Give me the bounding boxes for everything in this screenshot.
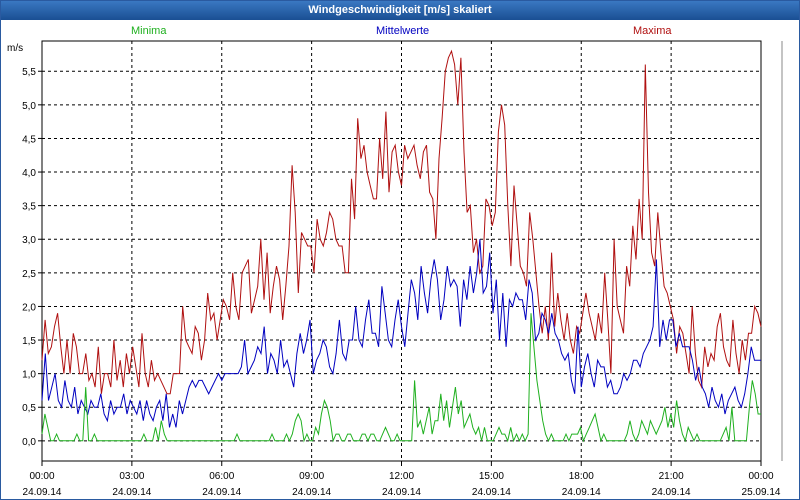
- y-tick-label: 3,0: [22, 235, 36, 246]
- window-title: Windgeschwindigkeit [m/s] skaliert: [1, 1, 799, 20]
- y-axis-unit: m/s: [7, 43, 23, 54]
- y-tick-label: 4,5: [22, 134, 36, 145]
- series-mittelwerte-line: [41, 239, 761, 428]
- grid-lines: [42, 41, 761, 461]
- x-tick-time: 12:00: [389, 471, 414, 482]
- x-tick-labels: 00:00 24.09.14 03:00 24.09.14 06:00 24.09.14 0…: [23, 461, 781, 498]
- data-series: [41, 49, 762, 443]
- x-tick-time: 09:00: [299, 471, 324, 482]
- series-maxima-line: [41, 49, 762, 395]
- x-tick-date: 24.09.14: [472, 487, 511, 498]
- series-minima-line: [41, 313, 761, 443]
- y-tick-label: 1,0: [22, 370, 36, 381]
- x-tick-date: 24.09.14: [202, 487, 241, 498]
- y-tick-label: 5,5: [22, 67, 36, 78]
- y-tick-label: 2,0: [22, 302, 36, 313]
- legend-mittelwerte: Mittelwerte: [376, 25, 430, 37]
- y-tick-label: 1,5: [22, 336, 36, 347]
- x-tick-time: 00:00: [29, 471, 54, 482]
- x-tick-time: 21:00: [659, 471, 684, 482]
- x-tick-date: 24.09.14: [652, 487, 691, 498]
- y-tick-label: 4,0: [22, 168, 36, 179]
- y-tick-label: 3,5: [22, 202, 36, 213]
- x-tick-date: 25.09.14: [742, 487, 781, 498]
- y-tick-label: 2,5: [22, 269, 36, 280]
- x-tick-date: 24.09.14: [112, 487, 151, 498]
- x-tick-time: 00:00: [748, 471, 773, 482]
- legend-minima: Minima: [131, 25, 167, 37]
- x-tick-date: 24.09.14: [292, 487, 331, 498]
- y-tick-label: 0,0: [22, 437, 36, 448]
- x-tick-date: 24.09.14: [23, 487, 62, 498]
- x-tick-time: 18:00: [569, 471, 594, 482]
- y-tick-label: 5,0: [22, 101, 36, 112]
- x-tick-time: 06:00: [209, 471, 234, 482]
- x-tick-date: 24.09.14: [382, 487, 421, 498]
- y-tick-labels: 0,0 0,5 1,0 1,5 2,0 2,5 3,0 3,5 4,0 4,5 5,0 5,5: [22, 67, 42, 448]
- x-tick-time: 03:00: [119, 471, 144, 482]
- y-tick-label: 0,5: [22, 403, 36, 414]
- x-tick-time: 15:00: [479, 471, 504, 482]
- legend-maxima: Maxima: [633, 25, 672, 37]
- x-tick-date: 24.09.14: [562, 487, 601, 498]
